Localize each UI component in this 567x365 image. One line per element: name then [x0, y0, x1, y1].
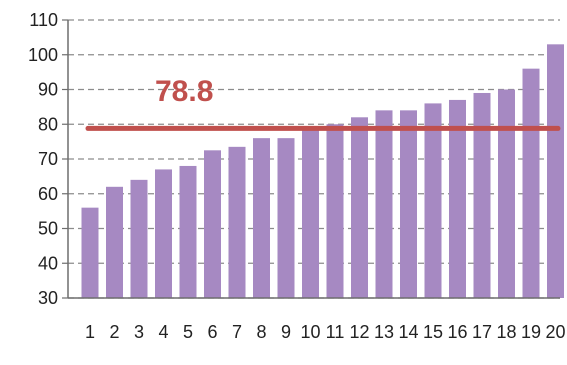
reference-line-group: 78.8: [85, 75, 561, 131]
bar-12: [351, 117, 368, 298]
bar-11: [326, 124, 344, 298]
x-tick-label: 7: [232, 322, 242, 342]
y-tick-label: 90: [38, 80, 58, 100]
x-tick-label: 11: [326, 322, 345, 342]
x-tick-label: 10: [300, 322, 320, 342]
bar-19: [522, 68, 540, 299]
bar-8: [253, 138, 270, 298]
x-tick-label: 19: [521, 322, 541, 342]
bar-1: [81, 207, 99, 298]
x-tick-label: 15: [423, 322, 443, 342]
bars: [81, 44, 564, 299]
y-tick-label: 30: [38, 288, 58, 308]
y-tick-label: 100: [28, 45, 58, 65]
bar-13: [375, 110, 393, 298]
bar-5: [179, 165, 197, 298]
x-tick-label: 5: [183, 322, 193, 342]
bar-17: [473, 92, 491, 298]
bar-9: [277, 138, 295, 298]
average-annotation-label: 78.8: [155, 75, 213, 108]
x-tick-labels: 1 2 3 4 5 6 7 8 9 10 11 12 13 14 15 16 17 18 19 20: [85, 322, 566, 342]
x-tick-label: 6: [207, 322, 217, 342]
x-tick-label: 12: [349, 322, 369, 342]
y-tick-label: 110: [29, 10, 58, 30]
bar-6: [204, 150, 221, 298]
y-tick-label: 70: [38, 149, 58, 169]
y-tick-label: 40: [38, 253, 58, 273]
x-tick-label: 13: [374, 322, 394, 342]
axes: [67, 20, 560, 299]
bar-15: [424, 103, 442, 299]
y-tick-label: 80: [38, 114, 58, 134]
x-tick-label: 8: [256, 322, 266, 342]
x-tick-label: 17: [472, 322, 492, 342]
bar-7: [228, 146, 246, 298]
y-tick-label: 50: [38, 219, 58, 239]
bar-16: [449, 99, 466, 298]
x-tick-label: 4: [158, 322, 168, 342]
x-tick-label: 14: [398, 322, 418, 342]
x-tick-label: 2: [109, 322, 119, 342]
bar-20: [547, 44, 564, 299]
bar-4: [155, 169, 172, 298]
bar-14: [400, 110, 417, 298]
x-tick-label: 18: [496, 322, 516, 342]
x-tick-label: 1: [85, 322, 95, 342]
bar-3: [130, 179, 148, 298]
bar-18: [498, 89, 515, 298]
x-tick-label: 9: [281, 322, 291, 342]
y-tick-labels: 30 40 50 60 70 80 90 100 110: [28, 10, 58, 308]
x-tick-label: 16: [447, 322, 467, 342]
y-tick-label: 60: [38, 184, 58, 204]
x-tick-label: 3: [134, 322, 144, 342]
bar-2: [106, 186, 123, 298]
x-tick-label: 20: [545, 322, 565, 342]
bar-10: [302, 129, 319, 298]
